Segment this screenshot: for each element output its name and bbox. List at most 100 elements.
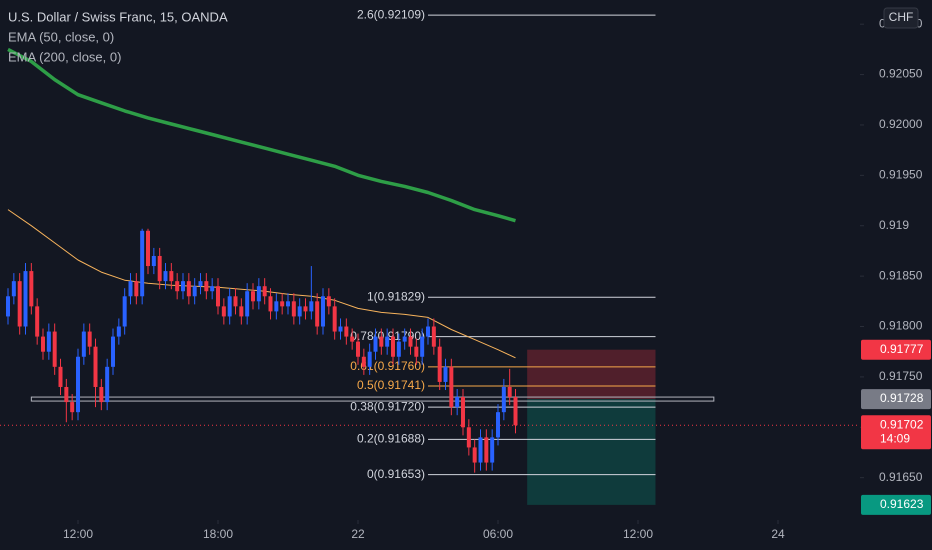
target-tag-label: 0.91623 bbox=[880, 497, 924, 511]
candle-body bbox=[151, 255, 156, 267]
candle-body bbox=[501, 386, 506, 413]
x-tick-label: 18:00 bbox=[203, 527, 233, 541]
candle-body bbox=[76, 356, 81, 413]
candle-body bbox=[216, 286, 221, 307]
candle-body bbox=[449, 366, 454, 408]
y-tick-label: 0.92050 bbox=[879, 67, 923, 81]
line-tag bbox=[861, 389, 931, 410]
candle-body bbox=[134, 281, 139, 297]
candle-body bbox=[163, 271, 168, 282]
candle-body bbox=[128, 281, 133, 297]
candle-body bbox=[431, 326, 436, 347]
candle-body bbox=[297, 306, 302, 317]
candle-body bbox=[315, 301, 320, 327]
candle-body bbox=[414, 346, 419, 357]
fib-label: 0.61(0.91760) bbox=[350, 359, 425, 373]
candle-body bbox=[356, 341, 361, 357]
line-tag-label: 0.91728 bbox=[880, 391, 924, 405]
y-tick-label: 0.919 bbox=[879, 218, 909, 232]
candle-body bbox=[321, 296, 326, 327]
candle-body bbox=[274, 301, 279, 312]
candle-body bbox=[268, 296, 273, 312]
stop-tag bbox=[861, 339, 931, 360]
candle-body bbox=[204, 281, 209, 292]
candle-body bbox=[280, 301, 285, 307]
y-tick-label: 0.91750 bbox=[879, 369, 923, 383]
candle-body bbox=[122, 296, 127, 327]
x-tick-label: 24 bbox=[771, 527, 785, 541]
y-tick-label: 0.91850 bbox=[879, 268, 923, 282]
candle-body bbox=[478, 437, 483, 463]
candle-body bbox=[256, 286, 261, 302]
candle-body bbox=[373, 336, 378, 352]
candle-body bbox=[116, 326, 121, 337]
y-tick-label: 0.91950 bbox=[879, 168, 923, 182]
candle-body bbox=[338, 326, 343, 332]
candle-body bbox=[367, 351, 372, 367]
candle-body bbox=[11, 281, 16, 297]
horizontal-line bbox=[30, 396, 715, 402]
candle-body bbox=[23, 271, 28, 327]
target-tag bbox=[861, 494, 931, 515]
candle-body bbox=[303, 306, 308, 312]
candle-body bbox=[169, 271, 174, 282]
candle-body bbox=[291, 301, 296, 317]
y-tick-label: 0.91650 bbox=[879, 470, 923, 484]
stop-zone bbox=[527, 349, 656, 400]
candle-body bbox=[175, 281, 180, 292]
candle-body bbox=[221, 306, 226, 317]
legend-entry: EMA (200, close, 0) bbox=[8, 49, 121, 64]
candle-body bbox=[426, 326, 431, 337]
candle-body bbox=[46, 331, 51, 352]
x-tick-label: 22 bbox=[351, 527, 365, 541]
candle-body bbox=[93, 346, 98, 387]
candle-body bbox=[332, 306, 337, 332]
candle-body bbox=[146, 230, 151, 267]
candle-body bbox=[227, 296, 232, 317]
candle-body bbox=[251, 291, 256, 302]
candle-body bbox=[466, 427, 471, 448]
candle-body bbox=[6, 296, 11, 317]
candle-body bbox=[455, 397, 460, 408]
x-tick-label: 06:00 bbox=[483, 527, 513, 541]
candle-body bbox=[472, 447, 477, 463]
candle-body bbox=[64, 386, 69, 403]
candle-body bbox=[344, 326, 349, 337]
candle-body bbox=[461, 397, 466, 428]
candle-body bbox=[361, 356, 366, 367]
candle-body bbox=[186, 281, 191, 297]
candle-body bbox=[198, 281, 203, 287]
candle-body bbox=[437, 346, 442, 382]
candle-body bbox=[233, 296, 238, 307]
last-price-tag-label: 0.91702 bbox=[880, 417, 924, 431]
candle-body bbox=[70, 402, 75, 413]
fib-label: 0.38(0.91720) bbox=[350, 399, 425, 413]
candle-body bbox=[239, 306, 244, 317]
candle-body bbox=[99, 386, 104, 403]
plot-area: 2.6(0.92109)1(0.91829)0.78(0.91790)0.61(… bbox=[0, 7, 860, 505]
candle-body bbox=[210, 286, 215, 292]
candle-body bbox=[507, 386, 512, 398]
y-tick-label: 0.92000 bbox=[879, 117, 923, 131]
fib-label: 1(0.91829) bbox=[367, 289, 425, 303]
candle-body bbox=[81, 331, 86, 357]
candle-body bbox=[490, 437, 495, 463]
x-tick-label: 12:00 bbox=[63, 527, 93, 541]
candle-body bbox=[286, 301, 291, 307]
candle-body bbox=[29, 271, 34, 307]
candle-body bbox=[41, 336, 46, 352]
candle-body bbox=[157, 255, 162, 282]
candle-body bbox=[52, 331, 57, 367]
candle-body bbox=[379, 336, 384, 347]
candle-body bbox=[87, 331, 92, 347]
candle-body bbox=[443, 366, 448, 382]
candle-body bbox=[350, 336, 355, 342]
candle-body bbox=[262, 286, 267, 297]
fib-label: 2.6(0.92109) bbox=[357, 7, 425, 21]
candle-body bbox=[396, 341, 401, 357]
y-tick-label: 0.91800 bbox=[879, 319, 923, 333]
candle-body bbox=[245, 291, 250, 317]
candle-body bbox=[111, 336, 116, 367]
